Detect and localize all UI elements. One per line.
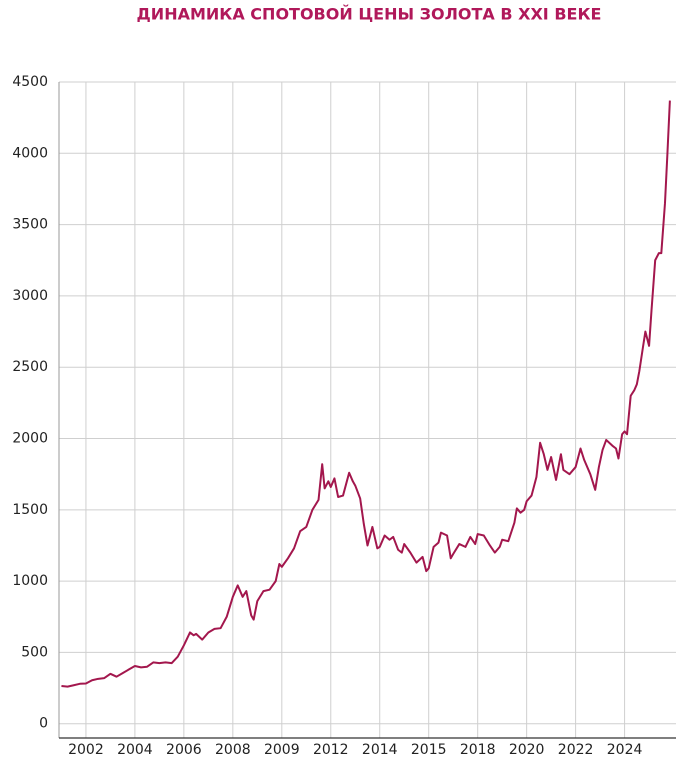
y-tick-label: 4000 — [12, 145, 48, 161]
x-tick-label: 2009 — [264, 742, 300, 758]
y-tick-label: 2000 — [12, 431, 48, 447]
x-tick-label: 2022 — [558, 742, 594, 758]
y-tick-label: 4500 — [12, 74, 48, 90]
x-tick-label: 2015 — [411, 742, 447, 758]
x-tick-label: 2018 — [460, 742, 496, 758]
y-tick-label: 1000 — [12, 573, 48, 589]
y-tick-label: 1500 — [12, 502, 48, 518]
x-tick-label: 2008 — [215, 742, 251, 758]
x-tick-label: 2024 — [607, 742, 643, 758]
y-tick-label: 3000 — [12, 288, 48, 304]
y-tick-label: 500 — [21, 644, 48, 660]
price-line — [61, 100, 671, 688]
x-tick-label: 2004 — [117, 742, 153, 758]
y-tick-label: 2500 — [12, 359, 48, 375]
x-tick-label: 2012 — [313, 742, 349, 758]
x-tick-label: 2014 — [362, 742, 398, 758]
x-tick-label: 2006 — [166, 742, 202, 758]
chart-title: ДИНАМИКА СПОТОВОЙ ЦЕНЫ ЗОЛОТА В XXI ВЕКЕ — [137, 5, 602, 24]
x-tick-label: 2002 — [68, 742, 104, 758]
y-tick-label: 0 — [39, 716, 48, 732]
y-tick-label: 3500 — [12, 217, 48, 233]
x-tick-label: 2020 — [509, 742, 545, 758]
